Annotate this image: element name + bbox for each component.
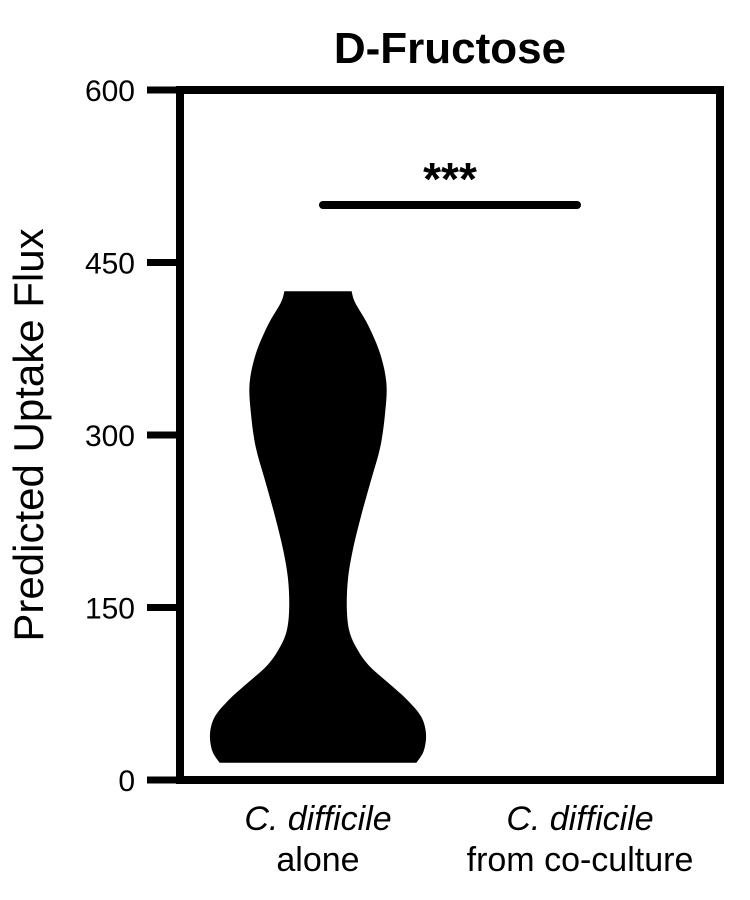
violin-0 — [209, 291, 427, 763]
x-category-label-line2: alone — [276, 841, 359, 879]
chart-title: D-Fructose — [334, 24, 566, 73]
violins — [209, 291, 427, 763]
y-tick-label: 600 — [85, 75, 135, 108]
y-tick-label: 300 — [85, 420, 135, 453]
y-axis-ticks: 0 150 300 450 600 — [85, 75, 180, 798]
y-tick-label: 450 — [85, 248, 135, 281]
x-category-label-line1: C. difficile — [506, 800, 653, 838]
y-tick-label: 150 — [85, 593, 135, 626]
x-category-label-line1: C. difficile — [244, 800, 391, 838]
y-tick-label: 0 — [118, 765, 135, 798]
significance-label: *** — [423, 153, 477, 205]
y-axis-label: Predicted Uptake Flux — [5, 228, 52, 641]
x-category-label-line2: from co-culture — [467, 841, 694, 879]
significance-annotations: *** — [319, 153, 581, 209]
